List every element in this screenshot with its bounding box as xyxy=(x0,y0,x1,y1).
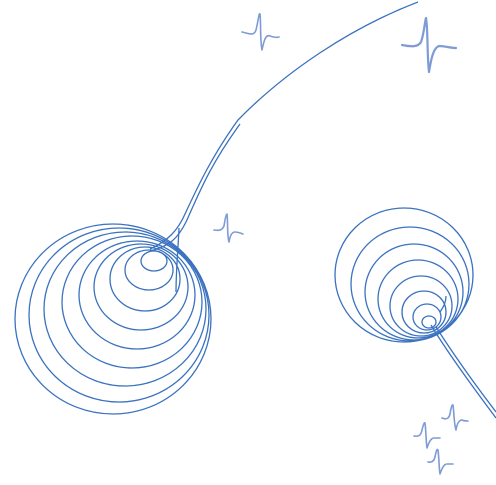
right-spiral-ring xyxy=(421,315,437,329)
left-spiral xyxy=(14,1,419,415)
squiggle-top-right xyxy=(400,16,458,74)
left-spiral-ring xyxy=(109,246,181,312)
right-spiral-ring xyxy=(377,259,459,339)
right-spiral-ring xyxy=(401,290,447,334)
squiggle-bottom-a xyxy=(441,404,469,431)
right-spiral-ring xyxy=(364,243,464,341)
squiggle-top-left xyxy=(241,12,280,51)
left-spiral-tail xyxy=(149,123,241,252)
left-spiral-ring xyxy=(14,223,212,415)
right-spiral xyxy=(334,207,496,419)
right-spiral-tail xyxy=(439,295,447,313)
squiggles xyxy=(213,12,469,475)
right-spiral-tail xyxy=(430,324,496,419)
left-spiral-ring xyxy=(61,235,203,369)
right-spiral-ring xyxy=(389,275,453,337)
right-spiral-tail xyxy=(435,326,496,413)
squiggle-bottom-c xyxy=(427,448,454,475)
squiggle-middle xyxy=(213,213,244,243)
left-spiral-ring xyxy=(43,231,207,387)
left-spiral-ring xyxy=(93,243,189,331)
left-spiral-tail xyxy=(149,1,419,250)
right-spiral-ring xyxy=(350,226,470,342)
left-spiral-ring xyxy=(78,240,196,350)
left-spiral-tail xyxy=(175,227,180,293)
right-spiral-ring xyxy=(334,207,474,343)
squiggle-bottom-b xyxy=(413,422,441,449)
left-spiral-ring xyxy=(124,249,174,291)
right-spiral-ring xyxy=(412,303,442,331)
left-spiral-ring xyxy=(140,250,168,272)
left-spiral-ring xyxy=(28,227,210,403)
